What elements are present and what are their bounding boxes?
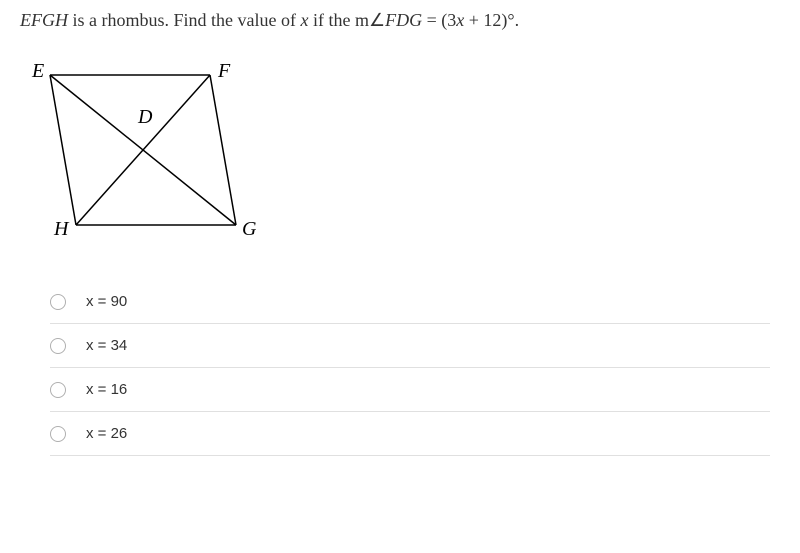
svg-text:E: E xyxy=(31,60,44,82)
option-row[interactable]: x = 34 xyxy=(50,324,770,368)
option-label: x = 16 xyxy=(86,381,127,398)
q-angle-sym: ∠ xyxy=(369,10,385,30)
option-row[interactable]: x = 26 xyxy=(50,412,770,456)
question-text: EFGH is a rhombus. Find the value of x i… xyxy=(20,8,780,33)
radio-icon[interactable] xyxy=(50,426,66,442)
rhombus-diagram: E F G H D xyxy=(26,57,780,252)
q-eq: = (3 xyxy=(422,10,456,30)
option-label: x = 90 xyxy=(86,293,127,310)
radio-icon[interactable] xyxy=(50,294,66,310)
option-label: x = 26 xyxy=(86,425,127,442)
q-angle-name: FDG xyxy=(385,10,422,30)
option-label: x = 34 xyxy=(86,337,127,354)
answer-options: x = 90 x = 34 x = 16 x = 26 xyxy=(50,280,770,456)
q-suffix: + 12)°. xyxy=(464,10,519,30)
q-t2: if the m xyxy=(308,10,369,30)
q-t1: is a rhombus. Find the value of xyxy=(68,10,300,30)
option-row[interactable]: x = 90 xyxy=(50,280,770,324)
q-var-efgh: EFGH xyxy=(20,10,68,30)
diagram-svg: E F G H D xyxy=(26,57,256,247)
svg-text:F: F xyxy=(217,60,231,82)
svg-text:G: G xyxy=(242,218,256,240)
radio-icon[interactable] xyxy=(50,382,66,398)
radio-icon[interactable] xyxy=(50,338,66,354)
svg-text:D: D xyxy=(137,106,153,128)
option-row[interactable]: x = 16 xyxy=(50,368,770,412)
svg-text:H: H xyxy=(53,218,70,240)
